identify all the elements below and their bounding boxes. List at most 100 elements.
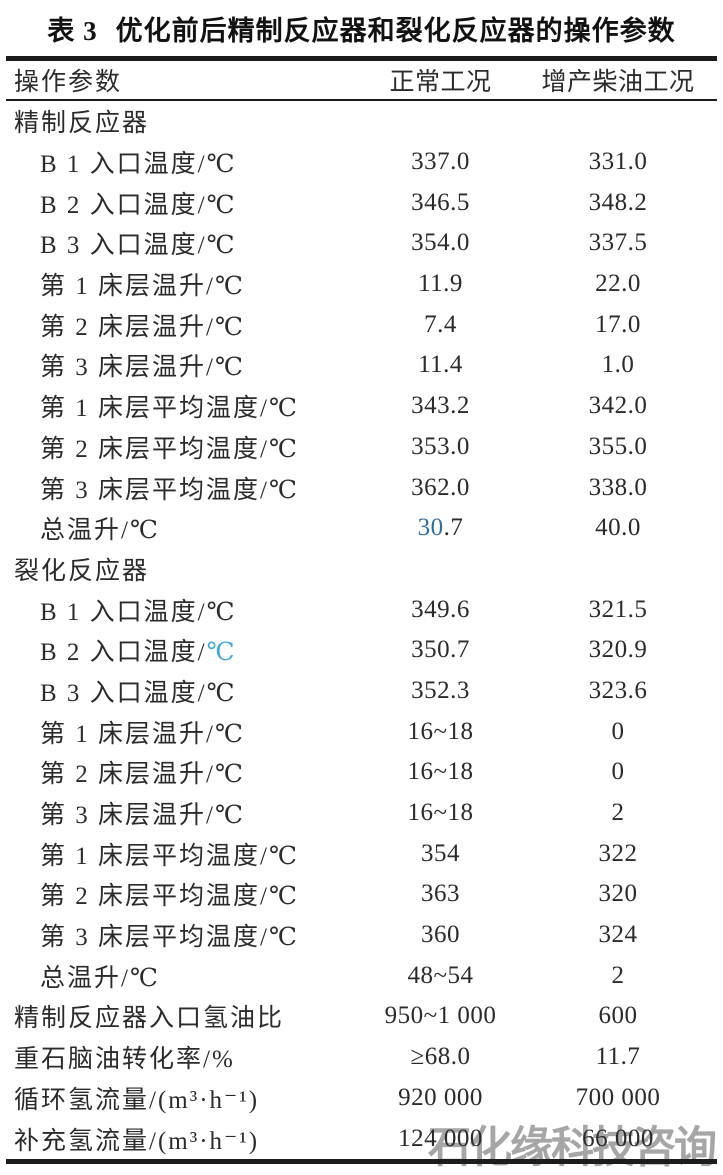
row-label: 第 1 床层温升/℃ [40, 720, 245, 748]
value-diesel-condition: 321.5 [588, 595, 648, 623]
row-label: 循环氢流量/(m³·h⁻¹) [14, 1086, 260, 1114]
table-row: 总温升/℃ 48~54 2 [0, 955, 723, 996]
value-diesel-condition: 0 [611, 717, 625, 745]
value-diesel-condition: 348.2 [588, 188, 648, 216]
value-diesel-condition: 322 [598, 839, 638, 867]
value-diesel-condition: 323.6 [588, 676, 648, 704]
table-row: B 3 入口温度/℃ 354.0 337.5 [0, 223, 723, 264]
value-normal-condition: 346.5 [411, 188, 470, 216]
table-row: B 3 入口温度/℃ 352.3 323.6 [0, 671, 723, 712]
table-row: 总温升/℃ 30.7 40.0 [0, 508, 723, 549]
row-label: 第 2 床层温升/℃ [40, 313, 245, 341]
value-normal-condition: 362.0 [411, 473, 470, 501]
row-label: 精制反应器入口氢油比 [14, 1005, 285, 1033]
value-normal-condition: 920 000 [398, 1083, 483, 1111]
table-row: B 2 入口温度/℃ 350.7 320.9 [0, 630, 723, 671]
value-normal-condition: 124 000 [398, 1124, 483, 1152]
table-row: 精制反应器入口氢油比 950~1 000 600 [0, 996, 723, 1037]
row-label: 裂化反应器 [14, 557, 150, 585]
table-body: 精制反应器 B 1 入口温度/℃ 337.0 331.0 B 2 入口温度/℃ 346.5… [0, 101, 723, 1159]
value-normal-condition: 352.3 [411, 676, 470, 704]
table-row: 第 1 床层温升/℃ 16~18 0 [0, 711, 723, 752]
value-normal-condition: 48~54 [407, 961, 474, 989]
table-row: 第 2 床层温升/℃ 16~18 0 [0, 752, 723, 793]
value-diesel-condition: 66 000 [582, 1124, 654, 1152]
section-header-row: 精制反应器 [0, 101, 723, 142]
value-diesel-condition: 2 [611, 961, 625, 989]
section-header-row: 裂化反应器 [0, 549, 723, 590]
table-row: 第 2 床层平均温度/℃ 363 320 [0, 874, 723, 915]
table-number: 表 3 [47, 15, 98, 46]
value-diesel-condition: 0 [611, 758, 625, 786]
watermark: 石化缘科技咨询 [428, 1125, 717, 1172]
value-normal-condition: 11.9 [418, 270, 463, 298]
table-row: 第 1 床层平均温度/℃ 343.2 342.0 [0, 386, 723, 427]
header-rule [6, 99, 717, 101]
value-diesel-condition: 320.9 [588, 636, 648, 664]
value-normal-condition: 354.0 [411, 229, 470, 257]
table-row: 第 3 床层平均温度/℃ 362.0 338.0 [0, 467, 723, 508]
value-diesel-condition: 331.0 [588, 148, 648, 176]
table-row: 第 2 床层平均温度/℃ 353.0 355.0 [0, 427, 723, 468]
row-label: 第 3 床层温升/℃ [40, 802, 245, 830]
header-row: 操作参数 正常工况 增产柴油工况 [0, 61, 723, 99]
table-row: 第 3 床层平均温度/℃ 360 324 [0, 915, 723, 956]
value-diesel-condition: 600 [598, 1002, 638, 1030]
table-row: B 1 入口温度/℃ 349.6 321.5 [0, 589, 723, 630]
value-diesel-condition: 337.5 [588, 229, 648, 257]
value-normal-condition: 11.4 [418, 351, 463, 379]
value-diesel-condition: 11.7 [595, 1043, 641, 1071]
table-title-text: 优化前后精制反应器和裂化反应器的操作参数 [115, 15, 676, 46]
value-normal-condition: 363 [421, 880, 460, 908]
row-label: 第 2 床层平均温度/℃ [40, 883, 299, 911]
value-normal-condition: 354 [421, 839, 460, 867]
value-diesel-condition: 355.0 [588, 432, 648, 460]
row-label: B 2 入口温度/℃ [40, 191, 237, 219]
value-normal-condition: 16~18 [407, 799, 474, 827]
value-normal-condition: 950~1 000 [384, 1002, 497, 1030]
row-label: 第 3 床层平均温度/℃ [40, 924, 299, 952]
row-label: 第 2 床层温升/℃ [40, 761, 245, 789]
value-normal-condition: 353.0 [411, 432, 470, 460]
table-title: 表 3 优化前后精制反应器和裂化反应器的操作参数 [0, 0, 723, 56]
row-label: 总温升/℃ [40, 517, 160, 545]
table-row: B 1 入口温度/℃ 337.0 331.0 [0, 142, 723, 183]
row-label: 第 3 床层温升/℃ [40, 354, 245, 382]
row-label: B 3 入口温度/℃ [40, 232, 237, 260]
row-label: 第 3 床层平均温度/℃ [40, 476, 299, 504]
value-normal-condition: 7.4 [424, 310, 457, 338]
value-normal-condition: 360 [421, 921, 460, 949]
table-row: 第 1 床层温升/℃ 11.9 22.0 [0, 264, 723, 305]
top-rule [6, 56, 717, 61]
table-row: 重石脑油转化率/% ≥68.0 11.7 [0, 1037, 723, 1078]
row-label: B 2 入口温度/℃ [40, 639, 237, 667]
table-row: 第 3 床层温升/℃ 16~18 2 [0, 793, 723, 834]
row-label: 第 1 床层平均温度/℃ [40, 395, 299, 423]
table-row: 补充氢流量/(m³·h⁻¹) 124 000 66 000 [0, 1118, 723, 1159]
row-label: B 1 入口温度/℃ [40, 151, 237, 179]
bottom-rule [6, 1158, 717, 1164]
row-label: 补充氢流量/(m³·h⁻¹) [14, 1127, 260, 1155]
row-label: 第 1 床层温升/℃ [40, 273, 245, 301]
value-diesel-condition: 700 000 [575, 1083, 661, 1111]
value-normal-condition: ≥68.0 [410, 1043, 471, 1071]
value-normal-condition: 30.7 [417, 514, 464, 542]
value-normal-condition: 337.0 [411, 148, 470, 176]
table-row: 第 1 床层平均温度/℃ 354 322 [0, 833, 723, 874]
value-diesel-condition: 22.0 [595, 270, 641, 298]
value-normal-condition: 16~18 [407, 717, 474, 745]
row-label: B 3 入口温度/℃ [40, 679, 237, 707]
value-diesel-condition: 40.0 [595, 514, 641, 542]
value-normal-condition: 343.2 [411, 392, 470, 420]
value-normal-condition: 349.6 [411, 595, 470, 623]
header-col-normal-condition: 正常工况 [389, 69, 492, 96]
value-diesel-condition: 1.0 [601, 351, 635, 379]
value-diesel-condition: 17.0 [595, 310, 641, 338]
row-label: 第 1 床层平均温度/℃ [40, 842, 299, 870]
row-label: 总温升/℃ [40, 964, 160, 992]
table-row: 第 2 床层温升/℃ 7.4 17.0 [0, 304, 723, 345]
table-row: B 2 入口温度/℃ 346.5 348.2 [0, 182, 723, 223]
table-row: 循环氢流量/(m³·h⁻¹) 920 000 700 000 [0, 1078, 723, 1119]
value-normal-condition: 16~18 [407, 758, 474, 786]
